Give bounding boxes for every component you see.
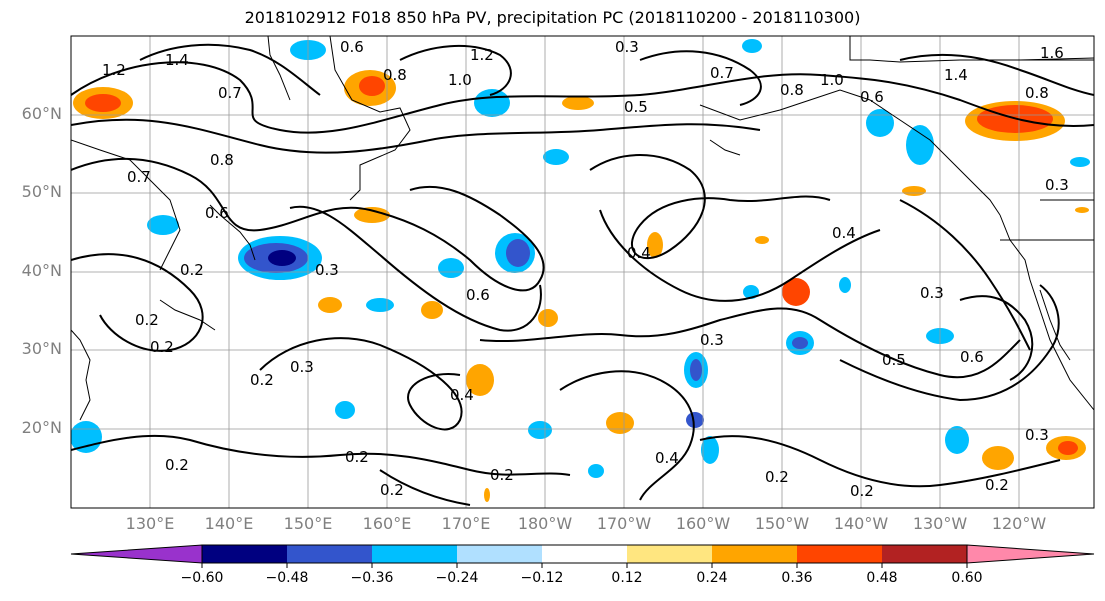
colorbar-segment	[457, 545, 542, 563]
graticule	[71, 36, 1094, 508]
lat-label-20n: 20°N	[21, 418, 62, 437]
svg-text:1.2: 1.2	[470, 46, 494, 64]
svg-text:0.2: 0.2	[850, 482, 874, 500]
colorbar-tick-label: −0.48	[265, 570, 309, 586]
lon-label-170e: 170°E	[441, 514, 491, 533]
colorbar-segment	[372, 545, 457, 563]
svg-text:0.3: 0.3	[315, 261, 339, 279]
svg-text:0.4: 0.4	[450, 386, 474, 404]
svg-text:0.6: 0.6	[860, 88, 884, 106]
svg-text:0.2: 0.2	[490, 466, 514, 484]
colorbar-segment	[882, 545, 967, 563]
colorbar-segment	[287, 545, 372, 563]
svg-text:0.3: 0.3	[920, 284, 944, 302]
svg-text:0.2: 0.2	[765, 468, 789, 486]
svg-text:0.2: 0.2	[135, 311, 159, 329]
colorbar-segment	[202, 545, 287, 563]
map-plot-area: 1.2 1.4 0.7 0.6 0.8 1.0 1.2 0.3 0.7 0.8 …	[71, 36, 1094, 508]
svg-text:1.4: 1.4	[944, 66, 968, 84]
colorbar-segment	[542, 545, 627, 563]
svg-text:0.2: 0.2	[150, 338, 174, 356]
colorbar-segment	[712, 545, 797, 563]
svg-text:0.2: 0.2	[165, 456, 189, 474]
svg-text:0.6: 0.6	[960, 348, 984, 366]
colorbar-tick-label: 0.36	[781, 570, 813, 586]
lon-label-140e: 140°E	[204, 514, 254, 533]
colorbar-tick-label: 0.48	[866, 570, 898, 586]
svg-text:0.2: 0.2	[380, 481, 404, 499]
colorbar-tick-label: −0.36	[350, 570, 394, 586]
svg-text:0.8: 0.8	[210, 151, 234, 169]
svg-text:0.4: 0.4	[655, 449, 679, 467]
svg-text:1.4: 1.4	[165, 51, 189, 69]
colorbar	[70, 544, 1095, 568]
svg-text:1.0: 1.0	[820, 71, 844, 89]
colorbar-tick-label: −0.12	[520, 570, 564, 586]
svg-text:0.2: 0.2	[985, 476, 1009, 494]
svg-text:0.2: 0.2	[345, 448, 369, 466]
svg-text:0.6: 0.6	[466, 286, 490, 304]
lon-label-120w: 120°W	[991, 514, 1047, 533]
svg-text:1.0: 1.0	[448, 71, 472, 89]
svg-text:0.7: 0.7	[127, 168, 151, 186]
svg-text:0.6: 0.6	[205, 204, 229, 222]
svg-text:0.3: 0.3	[700, 331, 724, 349]
map-title: 2018102912 F018 850 hPa PV, precipitatio…	[244, 8, 861, 27]
svg-text:0.4: 0.4	[832, 224, 856, 242]
svg-text:0.3: 0.3	[615, 38, 639, 56]
lon-label-170w: 170°W	[596, 514, 652, 533]
colorbar-segment	[627, 545, 712, 563]
svg-text:1.2: 1.2	[102, 61, 126, 79]
colorbar-tick-label: 0.60	[951, 570, 983, 586]
svg-text:0.6: 0.6	[340, 38, 364, 56]
lon-label-160e: 160°E	[362, 514, 412, 533]
svg-text:0.8: 0.8	[1025, 84, 1049, 102]
lon-label-160w: 160°W	[675, 514, 731, 533]
svg-text:0.7: 0.7	[710, 64, 734, 82]
coastlines	[71, 36, 1094, 421]
map-frame	[70, 35, 1095, 509]
colorbar-tick-label: −0.60	[180, 570, 224, 586]
lat-label-30n: 30°N	[21, 339, 62, 358]
svg-text:0.4: 0.4	[627, 244, 651, 262]
svg-text:0.3: 0.3	[290, 358, 314, 376]
colorbar-segment	[966, 544, 1095, 564]
lat-label-40n: 40°N	[21, 261, 62, 280]
svg-text:0.7: 0.7	[218, 84, 242, 102]
svg-text:0.3: 0.3	[1045, 176, 1069, 194]
lon-label-130w: 130°W	[912, 514, 968, 533]
lon-label-180w: 180°W	[517, 514, 573, 533]
svg-text:1.6: 1.6	[1040, 44, 1064, 62]
svg-text:0.5: 0.5	[624, 98, 648, 116]
lon-label-150w: 150°W	[754, 514, 810, 533]
svg-text:0.5: 0.5	[882, 351, 906, 369]
lon-label-150e: 150°E	[283, 514, 333, 533]
contour-labels: 1.2 1.4 0.7 0.6 0.8 1.0 1.2 0.3 0.7 0.8 …	[102, 38, 1069, 500]
svg-text:0.8: 0.8	[780, 81, 804, 99]
colorbar-tick-label: −0.24	[435, 570, 479, 586]
colorbar-segment	[797, 545, 882, 563]
colorbar-tick-label: 0.24	[696, 570, 728, 586]
svg-text:0.2: 0.2	[250, 371, 274, 389]
svg-text:0.8: 0.8	[383, 66, 407, 84]
svg-text:0.2: 0.2	[180, 261, 204, 279]
lon-label-130e: 130°E	[125, 514, 175, 533]
lat-label-50n: 50°N	[21, 182, 62, 201]
colorbar-segment	[70, 544, 203, 564]
lat-label-60n: 60°N	[21, 104, 62, 123]
colorbar-tick-label: 0.12	[611, 570, 643, 586]
lon-label-140w: 140°W	[833, 514, 889, 533]
svg-text:0.3: 0.3	[1025, 426, 1049, 444]
pv-contours	[71, 43, 1094, 506]
